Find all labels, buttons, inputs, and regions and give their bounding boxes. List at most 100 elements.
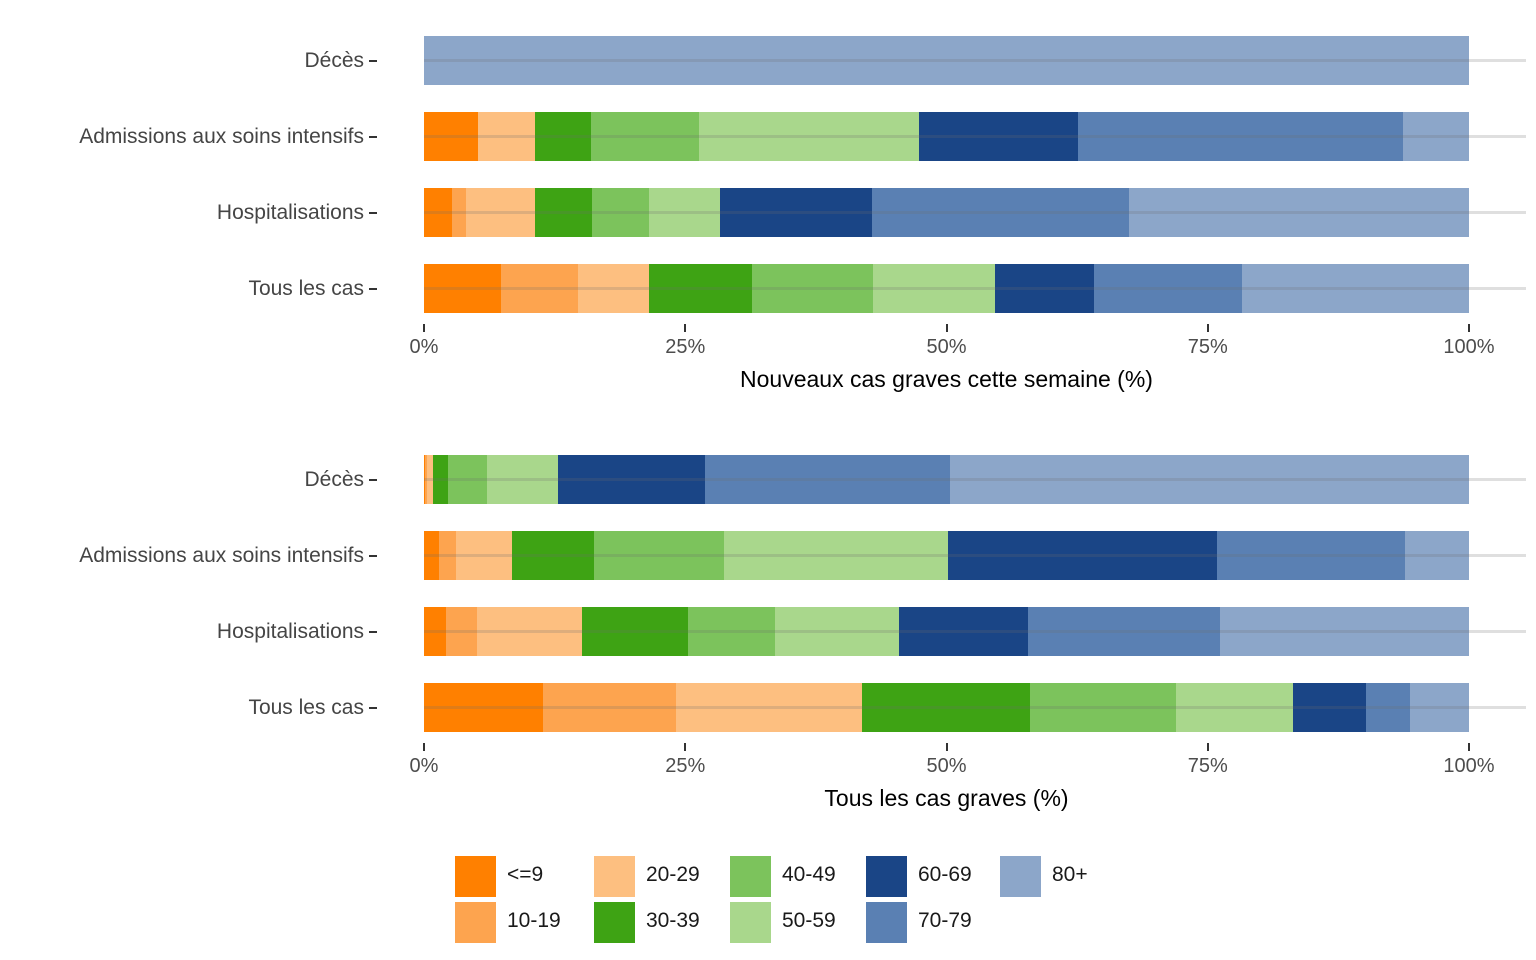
x-axis-tick (945, 743, 948, 751)
bar-row (424, 607, 1469, 656)
bar-segment-age-30-39 (861, 683, 1031, 732)
y-axis-tick (369, 287, 377, 290)
legend-label: 20-29 (646, 863, 700, 886)
legend-swatch-age-10-19 (455, 902, 496, 943)
bar-segment-age-40-49 (1030, 683, 1177, 732)
x-axis-tick-label: 75% (1187, 336, 1228, 358)
bar-segment-age-60-69 (899, 607, 1028, 656)
bar-segment-age-80plus (1242, 264, 1469, 313)
category-label: Hospitalisations (216, 619, 364, 643)
bottom-chart-x-axis-title: Tous les cas graves (%) (824, 785, 1069, 811)
top-chart-x-axis-title: Nouveaux cas graves cette semaine (%) (740, 366, 1153, 392)
category-label: Tous les cas (248, 276, 364, 300)
y-axis-tick (369, 554, 377, 557)
bar-segment-age-20-29 (465, 188, 535, 237)
bar-segment-age-lte9 (424, 264, 502, 313)
x-axis-tick-label: 50% (926, 755, 967, 777)
x-axis-tick (684, 324, 687, 332)
bar-segment-age-10-19 (445, 607, 478, 656)
category-label: Décès (304, 48, 364, 72)
bar-segment-age-lte9 (424, 112, 479, 161)
x-axis-tick (1468, 743, 1470, 751)
bar-row (424, 188, 1469, 237)
bar-segment-age-30-39 (511, 531, 595, 580)
bar-segment-age-lte9 (424, 607, 446, 656)
bar-segment-age-70-79 (872, 188, 1130, 237)
bar-segment-age-50-59 (698, 112, 920, 161)
bar-row (424, 264, 1469, 313)
bar-segment-age-70-79 (1078, 112, 1404, 161)
x-axis-tick-label: 25% (665, 336, 706, 358)
panel-gridline (424, 630, 1526, 633)
x-axis-tick (423, 324, 425, 332)
y-axis-tick (369, 706, 377, 709)
category-label: Décès (304, 467, 364, 491)
bar-row (424, 36, 1469, 85)
y-axis-tick (369, 630, 377, 633)
bar-row (424, 112, 1469, 161)
legend-label: 10-19 (507, 909, 561, 932)
bar-segment-age-50-59 (873, 264, 995, 313)
panel-gridline (424, 59, 1526, 62)
panel-gridline (424, 706, 1526, 709)
bar-segment-age-lte9 (424, 683, 544, 732)
bar-segment-age-50-59 (775, 607, 900, 656)
bar-segment-age-50-59 (648, 188, 720, 237)
bar-segment-age-10-19 (452, 188, 466, 237)
x-axis-tick (1468, 324, 1470, 332)
y-axis-tick (369, 478, 377, 481)
legend-label: 30-39 (646, 909, 700, 932)
bar-segment-age-80plus (1220, 607, 1469, 656)
bar-segment-age-40-49 (752, 264, 874, 313)
bar-segment-age-20-29 (478, 112, 535, 161)
bar-segment-age-60-69 (1293, 683, 1366, 732)
bar-row (424, 455, 1469, 504)
legend-label: <=9 (507, 863, 544, 886)
x-axis-tick-label: 0% (409, 336, 439, 358)
bar-segment-age-40-49 (592, 188, 649, 237)
legend-label: 50-59 (782, 909, 836, 932)
x-axis-tick-label: 25% (665, 755, 706, 777)
category-label: Admissions aux soins intensifs (79, 543, 364, 567)
category-label: Admissions aux soins intensifs (79, 124, 364, 148)
category-label: Tous les cas (248, 695, 364, 719)
bar-segment-age-10-19 (438, 531, 457, 580)
bar-segment-age-40-49 (448, 455, 487, 504)
bar-segment-age-10-19 (543, 683, 676, 732)
x-axis-tick (1206, 743, 1209, 751)
bar-segment-age-50-59 (1176, 683, 1294, 732)
bar-segment-age-80plus (1410, 683, 1469, 732)
panel-gridline (424, 211, 1526, 214)
bar-segment-age-60-69 (994, 264, 1094, 313)
bar-segment-age-80plus (949, 455, 1469, 504)
bar-segment-age-40-49 (594, 531, 724, 580)
x-axis-tick-label: 100% (1443, 755, 1495, 777)
bar-segment-age-70-79 (1217, 531, 1406, 580)
panel-gridline (424, 135, 1526, 138)
x-axis-tick (945, 324, 948, 332)
y-axis-tick (369, 211, 377, 214)
x-axis-tick (684, 743, 687, 751)
bar-segment-age-60-69 (557, 455, 706, 504)
bar-segment-age-70-79 (1028, 607, 1221, 656)
bar-segment-age-20-29 (427, 455, 434, 504)
y-axis-tick (369, 135, 377, 138)
bar-segment-age-10-19 (425, 455, 428, 504)
bar-segment-age-lte9 (424, 188, 453, 237)
x-axis-tick-label: 0% (409, 755, 439, 777)
legend-label: 70-79 (918, 909, 972, 932)
panel-gridline (424, 554, 1526, 557)
bar-segment-age-30-39 (534, 112, 592, 161)
bar-segment-age-80plus (1405, 531, 1469, 580)
panel-gridline (424, 287, 1526, 290)
legend-swatch-age-70-79 (866, 902, 907, 943)
x-axis-tick-label: 100% (1443, 336, 1495, 358)
legend-swatch-age-80plus (1000, 856, 1041, 897)
x-axis-tick (1206, 324, 1209, 332)
legend-label: 80+ (1052, 863, 1088, 886)
bar-segment-age-20-29 (477, 607, 582, 656)
legend-label: 60-69 (918, 863, 972, 886)
x-axis-tick (423, 743, 425, 751)
bar-row (424, 531, 1469, 580)
